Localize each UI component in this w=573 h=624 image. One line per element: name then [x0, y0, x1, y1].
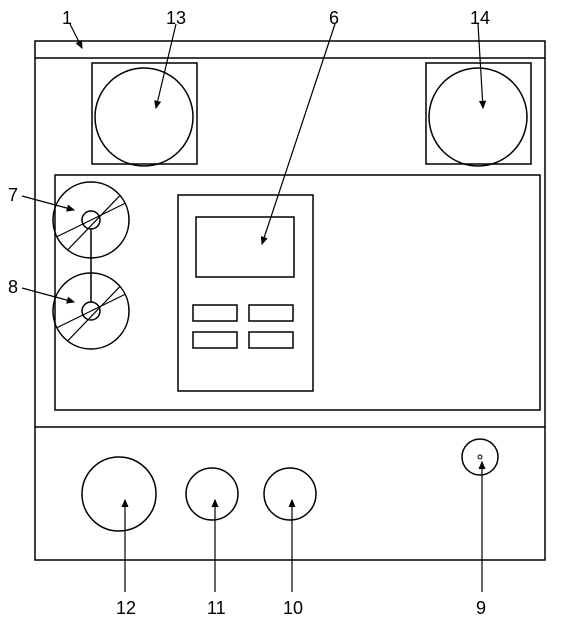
circle-12 — [82, 457, 156, 531]
label-9: 9 — [476, 599, 486, 617]
svg-layer — [0, 0, 573, 624]
middle-panel — [55, 175, 540, 410]
label-7: 7 — [8, 186, 18, 204]
label-13: 13 — [166, 9, 186, 27]
top-right-box — [426, 63, 531, 164]
disk-8-hatch — [40, 276, 142, 351]
disk-7 — [53, 182, 129, 258]
label-11: 11 — [207, 599, 226, 617]
top-right-circle — [429, 68, 527, 166]
leader-13 — [156, 24, 176, 108]
circle-11 — [186, 468, 238, 520]
label-10: 10 — [283, 599, 303, 617]
disk-8 — [53, 273, 129, 349]
outer-frame — [35, 41, 545, 560]
button-icon — [193, 332, 237, 348]
label-12: 12 — [116, 599, 136, 617]
label-14: 14 — [470, 9, 490, 27]
top-left-box — [92, 63, 197, 164]
label-1: 1 — [62, 9, 72, 27]
leader-14 — [478, 24, 483, 108]
control-panel — [178, 195, 313, 391]
disk-7-hub — [82, 211, 100, 229]
circle-10 — [264, 468, 316, 520]
display-rect — [196, 217, 294, 277]
circle-9 — [462, 439, 498, 475]
leader-7 — [22, 196, 74, 210]
top-left-circle — [95, 68, 193, 166]
leader-8 — [22, 288, 74, 302]
disk-7-hatch — [40, 185, 142, 260]
label-6: 6 — [329, 9, 339, 27]
leader-6 — [262, 24, 335, 244]
diagram-canvas: 1 13 6 14 7 8 12 11 10 9 — [0, 0, 573, 624]
label-8: 8 — [8, 278, 18, 296]
button-icon — [249, 305, 293, 321]
button-icon — [193, 305, 237, 321]
circle-9-dot — [478, 455, 482, 459]
disk-8-hub — [82, 302, 100, 320]
button-icon — [249, 332, 293, 348]
